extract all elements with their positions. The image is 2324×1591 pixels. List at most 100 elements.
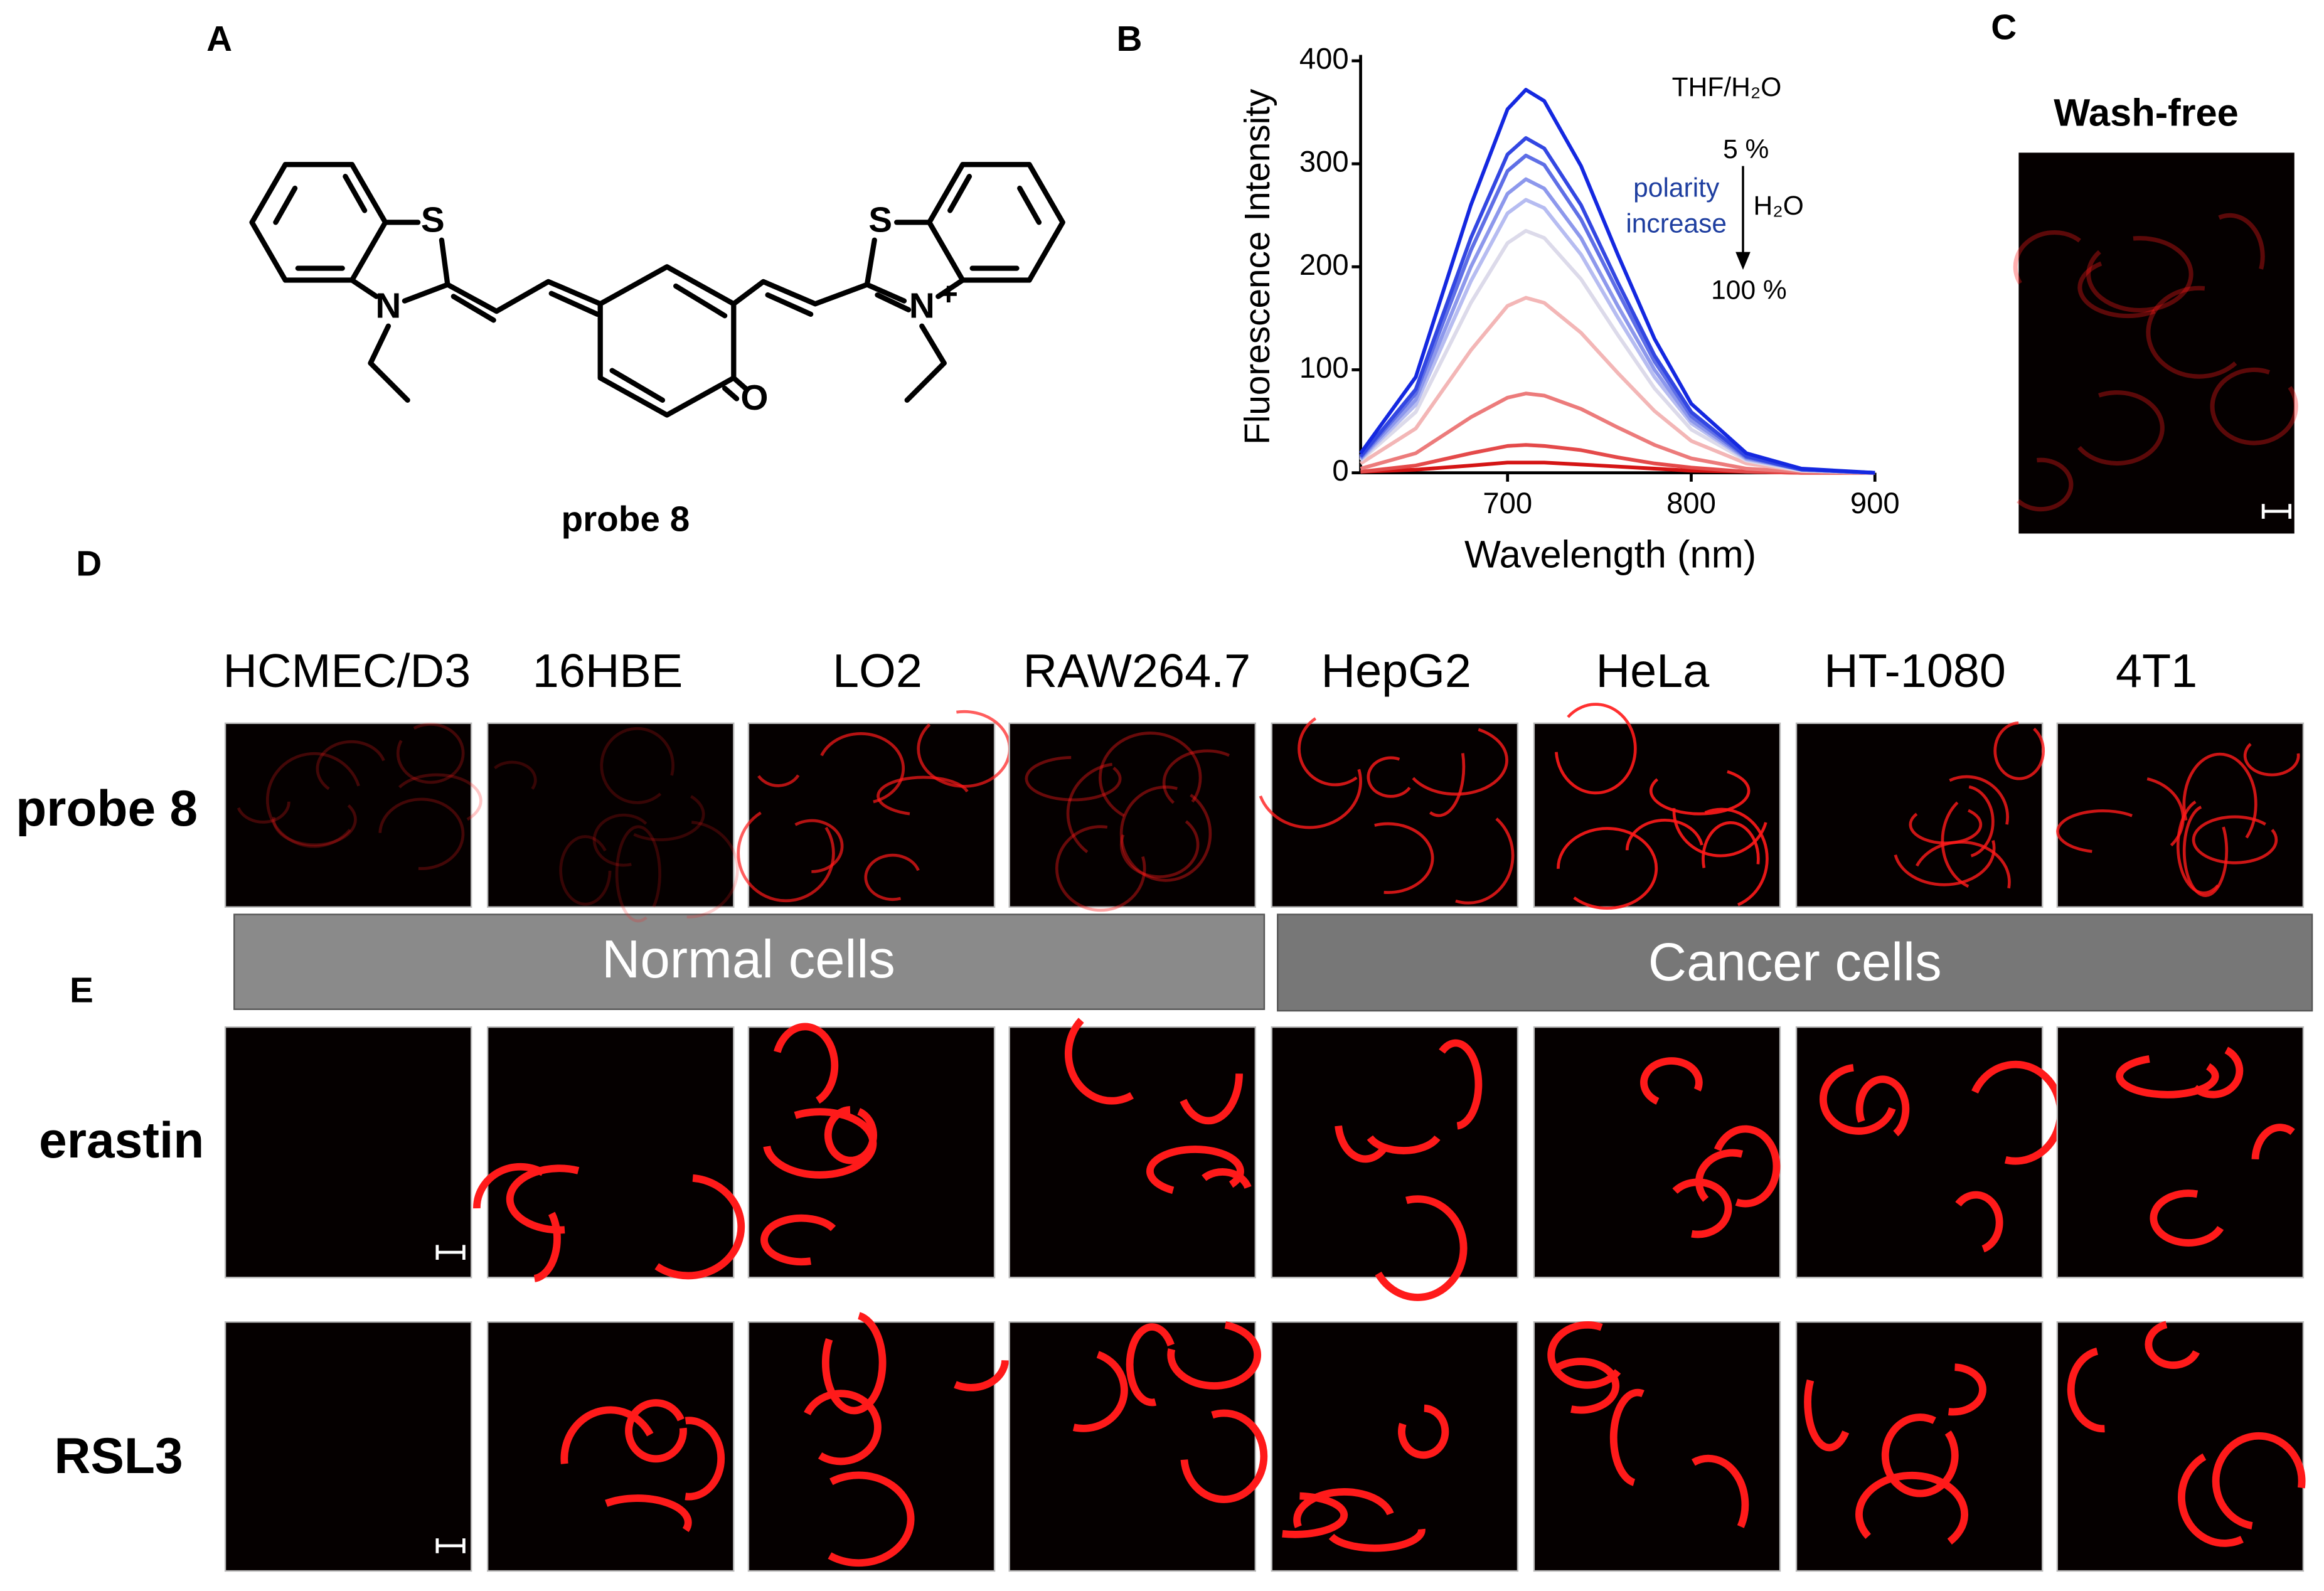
spectrum-line <box>1360 391 1875 475</box>
cell-membrane <box>820 732 905 804</box>
cell-membrane <box>316 740 385 790</box>
cells <box>2013 213 2298 512</box>
cell-membrane <box>398 773 482 821</box>
micrograph <box>2056 1026 2305 1279</box>
cell-membrane <box>1547 1321 1621 1389</box>
atom: + <box>939 276 958 312</box>
cell-membrane <box>917 710 1011 788</box>
scale-bar <box>2261 504 2292 519</box>
annotation: increase <box>1626 209 1727 238</box>
cell-membrane <box>272 804 357 846</box>
cell-membrane <box>1119 820 1200 878</box>
cell-membrane <box>1555 703 1637 795</box>
cells <box>1259 717 1515 905</box>
annotation: polarity <box>1633 174 1720 203</box>
micrograph <box>486 722 735 908</box>
cells <box>1555 703 1769 910</box>
cell-membrane <box>633 795 705 841</box>
cell-membrane <box>1855 1471 1968 1545</box>
cells <box>1819 1060 2064 1253</box>
x-tick-label: 800 <box>1666 487 1716 520</box>
cell-membrane <box>615 825 661 923</box>
cell-membrane <box>2251 1124 2295 1160</box>
cells <box>1072 1321 1268 1503</box>
panel-label: D <box>76 544 102 583</box>
cell-membrane <box>2192 1046 2244 1099</box>
cell-membrane <box>2192 815 2278 865</box>
cell-membrane <box>2056 809 2133 853</box>
micrograph <box>2056 1321 2305 1572</box>
cell-membrane <box>954 1360 1009 1391</box>
cell-membrane <box>592 813 648 867</box>
cell-membrane <box>559 835 612 906</box>
cells <box>760 1023 877 1266</box>
cell-membrane <box>1064 1018 1134 1105</box>
cell-membrane <box>1066 762 1112 853</box>
column-label: 4T1 <box>2116 645 2197 698</box>
cells <box>493 726 739 923</box>
group-label: Cancer cells <box>1648 933 1942 992</box>
cell-membrane <box>605 1494 692 1533</box>
spectrum-line <box>1360 443 1875 475</box>
cell-membrane <box>2150 1189 2224 1247</box>
cell-membrane <box>1335 1125 1388 1163</box>
cell-membrane <box>1968 785 1995 858</box>
cell-membrane <box>1649 770 1751 816</box>
row-label: probe 8 <box>16 780 198 837</box>
cell-membrane <box>2013 230 2081 285</box>
cell-membrane <box>2178 1453 2244 1547</box>
cell-membrane <box>2218 213 2265 270</box>
cell-membrane <box>737 811 835 903</box>
micrograph <box>224 722 472 908</box>
cell-membrane <box>757 774 800 787</box>
cells <box>1547 1321 1749 1528</box>
cells <box>1640 1057 1781 1238</box>
column-label: HCMEC/D3 <box>223 645 471 698</box>
row-label: RSL3 <box>54 1428 183 1484</box>
cell-membrane <box>2067 1347 2105 1433</box>
arrow-head <box>1735 252 1751 270</box>
cells <box>1335 1039 1483 1301</box>
cell-membrane <box>1375 1195 1468 1301</box>
cell-membrane <box>804 1390 882 1466</box>
cell-membrane <box>1180 1409 1268 1503</box>
cell-membrane <box>864 853 920 901</box>
cell-membrane <box>1119 785 1212 882</box>
cells <box>560 1399 725 1533</box>
x-tick-label: 900 <box>1850 487 1900 520</box>
compound-name: probe 8 <box>561 500 690 540</box>
micrograph <box>1795 722 2044 908</box>
cells <box>1804 1363 1986 1545</box>
cell-membrane <box>686 821 739 918</box>
x-tick-label: 700 <box>1483 487 1532 520</box>
cell-membrane <box>774 1023 839 1104</box>
cell-membrane <box>1025 756 1122 802</box>
bond <box>273 174 368 271</box>
annotation: THF/H₂O <box>1672 73 1782 102</box>
cell-membrane <box>625 1399 687 1463</box>
cell-membrane <box>1412 728 1508 796</box>
cell-membrane <box>1672 1178 1732 1238</box>
cell-membrane <box>378 797 465 870</box>
cells <box>473 1163 745 1282</box>
cell-membrane <box>2086 236 2193 312</box>
cells <box>2116 1046 2295 1247</box>
structure: S N S N + O probe 8 <box>249 162 1065 540</box>
spectrum-line <box>1359 295 1875 475</box>
cell-membrane <box>1055 825 1146 912</box>
atom: O <box>740 378 768 418</box>
cells <box>737 710 1011 903</box>
micrograph <box>1271 722 1519 908</box>
column-label: HT-1080 <box>1824 645 2006 698</box>
cell-membrane <box>824 1106 877 1164</box>
cell-membrane <box>2077 261 2156 319</box>
cell-membrane <box>1126 1323 1175 1407</box>
micrograph <box>747 722 996 908</box>
cell-membrane <box>1909 809 1983 845</box>
micrograph <box>224 1321 472 1572</box>
bond <box>349 220 603 403</box>
cell-membrane <box>1146 1146 1244 1195</box>
micrograph <box>2056 722 2305 908</box>
group-bar <box>1277 913 2313 1012</box>
